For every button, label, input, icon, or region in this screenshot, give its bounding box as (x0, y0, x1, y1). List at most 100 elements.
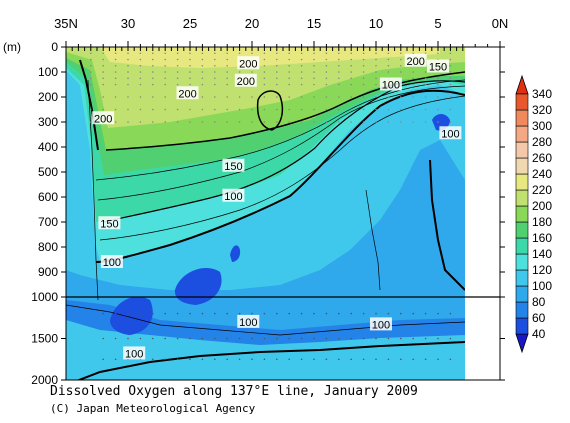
obs-dot (201, 71, 204, 73)
obs-dot (152, 58, 154, 61)
obs-dot (387, 108, 390, 111)
colorbar-swatch (515, 109, 529, 127)
obs-dot (325, 71, 328, 73)
obs-dot (251, 121, 253, 123)
contour-label: 100 (372, 319, 390, 331)
obs-dot (189, 77, 191, 80)
obs-dot (102, 108, 104, 111)
obs-dot (238, 121, 241, 123)
obs-dot (152, 121, 154, 123)
obs-dot (449, 312, 452, 315)
contour-100-upper (95, 89, 465, 263)
obs-dot (437, 77, 439, 80)
obs-dot (350, 71, 353, 73)
obs-dot (90, 71, 92, 73)
contour-label-bg (439, 126, 462, 140)
obs-dot (276, 337, 278, 340)
obs-dot (102, 358, 104, 361)
contour-label-bg (237, 56, 260, 70)
obs-dot (338, 312, 340, 315)
obs-dot (362, 64, 365, 67)
obs-dot (139, 77, 142, 80)
obs-dot (325, 58, 328, 61)
obs-dot (350, 358, 353, 361)
obs-dot (189, 108, 191, 111)
obs-dot (238, 108, 241, 111)
obs-dot (90, 58, 92, 61)
obs-dot (164, 77, 166, 80)
obs-dot (437, 108, 439, 111)
contour-thin-1 (99, 95, 465, 241)
obs-dot (214, 312, 216, 315)
colorbar-swatch (515, 157, 529, 175)
obs-dot (127, 58, 129, 61)
obs-dot (238, 96, 241, 98)
contour-fill (66, 47, 465, 380)
obs-dot (288, 358, 291, 361)
x-tick-label: 30 (121, 16, 135, 31)
obs-dot (424, 337, 427, 340)
obs-dot (449, 52, 452, 55)
colorbar-label: 160 (532, 231, 552, 245)
obs-dot (251, 312, 253, 315)
obs-dot (164, 58, 166, 61)
obs-dot (400, 64, 402, 67)
obs-dot (424, 83, 427, 86)
colorbar-label: 340 (532, 87, 552, 101)
band-do-200-220 (66, 47, 465, 128)
obs-dot (437, 358, 439, 361)
colorbar-swatch (515, 189, 529, 207)
obs-dot (300, 58, 303, 61)
obs-dot (214, 96, 216, 98)
obs-dot (300, 121, 303, 123)
colorbar-label: 280 (532, 135, 552, 149)
contour-label-bg (237, 314, 260, 328)
obs-dot (152, 77, 154, 80)
obs-dot (313, 96, 315, 98)
obs-dot (214, 358, 216, 361)
contour-label-bg (404, 53, 427, 67)
obs-dot (375, 96, 377, 98)
obs-dot (127, 312, 129, 315)
colorbar-swatch (515, 317, 529, 335)
obs-dot (325, 83, 328, 86)
obs-dot (400, 312, 402, 315)
obs-dot (325, 312, 328, 315)
obs-dot (201, 312, 204, 315)
contour-label: 200 (94, 113, 112, 125)
obs-dot (375, 121, 377, 123)
obs-dot (338, 58, 340, 61)
obs-dot (276, 52, 278, 55)
obs-dot (214, 337, 216, 340)
obs-dot (449, 64, 452, 67)
y-tick-label: 600 (38, 190, 58, 204)
obs-dot (201, 358, 204, 361)
obs-dot (214, 52, 216, 55)
obs-dot (263, 52, 266, 55)
obs-dot (114, 77, 117, 80)
obs-dot (412, 312, 415, 315)
colorbar-arrow-low (515, 333, 529, 354)
obs-dot (300, 337, 303, 340)
obs-dot (288, 96, 291, 98)
obs-dot (214, 77, 216, 80)
obs-dot (412, 358, 415, 361)
obs-dot (412, 108, 415, 111)
obs-dot (387, 96, 390, 98)
obs-dot (362, 96, 365, 98)
obs-dot (189, 358, 191, 361)
chart-title: Dissolved Oxygen along 137°E line, Janua… (50, 384, 418, 399)
colorbar-label: 100 (532, 279, 552, 293)
colorbar-label: 120 (532, 263, 552, 277)
colorbar-swatch (515, 221, 529, 239)
obs-dot (325, 121, 328, 123)
contour-150 (103, 80, 465, 223)
obs-dot (238, 358, 241, 361)
obs-dot (164, 71, 166, 73)
colorbar-swatch (515, 237, 529, 255)
obs-dot (338, 64, 340, 67)
obs-dot (238, 52, 241, 55)
obs-dot (139, 83, 142, 86)
obs-dot (90, 96, 92, 98)
obs-dot (152, 108, 154, 111)
